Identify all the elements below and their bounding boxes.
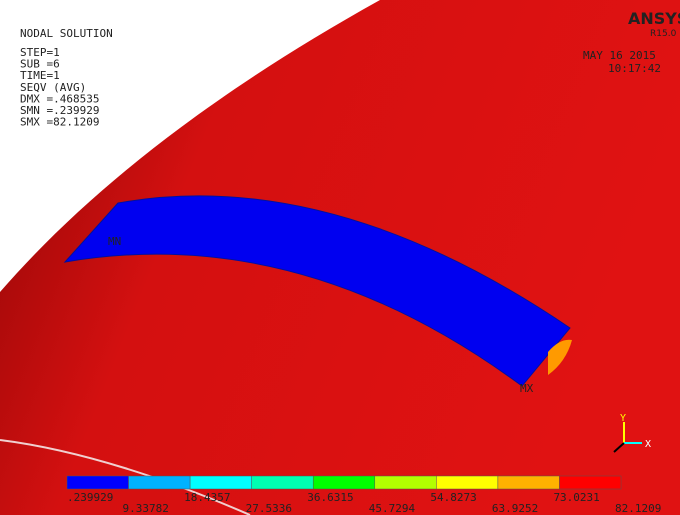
legend-label: 54.8273 xyxy=(430,491,476,504)
logo: ANSYS xyxy=(628,9,680,28)
legend-band xyxy=(375,476,437,489)
legend-band xyxy=(559,476,621,489)
legend-band xyxy=(190,476,252,489)
max-marker: MX xyxy=(520,382,534,395)
legend-label: 9.33782 xyxy=(123,502,169,515)
legend-band xyxy=(252,476,314,489)
time: 10:17:42 xyxy=(608,62,661,75)
plot-title: NODAL SOLUTION xyxy=(20,27,113,40)
ansys-viewport: MN MX NODAL SOLUTION STEP=1SUB =6TIME=1S… xyxy=(0,0,680,515)
legend-label: 27.5336 xyxy=(246,502,292,515)
legend-band xyxy=(313,476,375,489)
legend-label: .239929 xyxy=(67,491,113,504)
triad-x-label: X xyxy=(645,439,651,450)
legend-label: 45.7294 xyxy=(369,502,416,515)
legend-band xyxy=(436,476,498,489)
legend-band xyxy=(129,476,191,489)
legend-band xyxy=(498,476,560,489)
triad-y-label: Y xyxy=(620,413,626,424)
header-line: SMX =82.1209 xyxy=(20,116,99,129)
legend-label: 36.6315 xyxy=(307,491,353,504)
legend-label: 82.1209 xyxy=(615,502,661,515)
min-marker: MN xyxy=(108,235,121,248)
legend-label: 73.0231 xyxy=(553,491,599,504)
legend-label: 18.4357 xyxy=(184,491,230,504)
date: MAY 16 2015 xyxy=(583,49,656,62)
legend-label: 63.9252 xyxy=(492,502,538,515)
version: R15.0 xyxy=(650,29,677,39)
legend-band xyxy=(67,476,129,489)
